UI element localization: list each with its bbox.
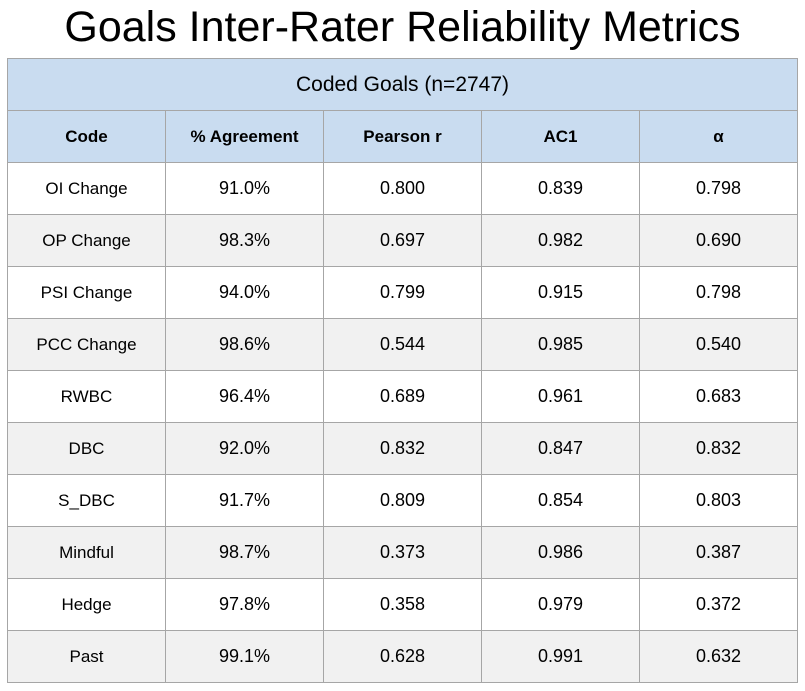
column-header-alpha: α (639, 110, 798, 163)
table-row: Mindful 98.7% 0.373 0.986 0.387 (7, 526, 798, 579)
column-header-ac1: AC1 (481, 110, 640, 163)
cell-alpha: 0.690 (639, 214, 798, 267)
cell-pearson-r: 0.832 (323, 422, 482, 475)
table-header-row: Code % Agreement Pearson r AC1 α (7, 110, 798, 163)
cell-code: PCC Change (7, 318, 166, 371)
cell-agreement: 91.7% (165, 474, 324, 527)
table-row: S_DBC 91.7% 0.809 0.854 0.803 (7, 474, 798, 527)
table-row: PSI Change 94.0% 0.799 0.915 0.798 (7, 266, 798, 319)
table-caption: Coded Goals (n=2747) (7, 58, 798, 111)
cell-code: Mindful (7, 526, 166, 579)
cell-alpha: 0.683 (639, 370, 798, 423)
table-row: Past 99.1% 0.628 0.991 0.632 (7, 630, 798, 683)
table-row: Hedge 97.8% 0.358 0.979 0.372 (7, 578, 798, 631)
cell-alpha: 0.803 (639, 474, 798, 527)
cell-pearson-r: 0.800 (323, 162, 482, 215)
cell-alpha: 0.632 (639, 630, 798, 683)
cell-alpha: 0.372 (639, 578, 798, 631)
cell-alpha: 0.798 (639, 162, 798, 215)
cell-code: OP Change (7, 214, 166, 267)
table-row: RWBC 96.4% 0.689 0.961 0.683 (7, 370, 798, 423)
cell-pearson-r: 0.799 (323, 266, 482, 319)
cell-ac1: 0.986 (481, 526, 640, 579)
cell-code: S_DBC (7, 474, 166, 527)
table-caption-row: Coded Goals (n=2747) (7, 58, 798, 111)
cell-code: Past (7, 630, 166, 683)
cell-ac1: 0.854 (481, 474, 640, 527)
cell-ac1: 0.915 (481, 266, 640, 319)
table-row: OI Change 91.0% 0.800 0.839 0.798 (7, 162, 798, 215)
cell-agreement: 99.1% (165, 630, 324, 683)
cell-code: Hedge (7, 578, 166, 631)
cell-agreement: 98.3% (165, 214, 324, 267)
cell-agreement: 98.6% (165, 318, 324, 371)
cell-alpha: 0.540 (639, 318, 798, 371)
cell-code: OI Change (7, 162, 166, 215)
cell-code: PSI Change (7, 266, 166, 319)
column-header-agreement: % Agreement (165, 110, 324, 163)
cell-pearson-r: 0.373 (323, 526, 482, 579)
cell-agreement: 98.7% (165, 526, 324, 579)
cell-alpha: 0.832 (639, 422, 798, 475)
table-row: DBC 92.0% 0.832 0.847 0.832 (7, 422, 798, 475)
cell-code: RWBC (7, 370, 166, 423)
cell-ac1: 0.979 (481, 578, 640, 631)
column-header-code: Code (7, 110, 166, 163)
cell-pearson-r: 0.697 (323, 214, 482, 267)
cell-agreement: 91.0% (165, 162, 324, 215)
reliability-table: Coded Goals (n=2747) Code % Agreement Pe… (7, 58, 798, 683)
cell-code: DBC (7, 422, 166, 475)
cell-agreement: 97.8% (165, 578, 324, 631)
cell-ac1: 0.982 (481, 214, 640, 267)
cell-pearson-r: 0.358 (323, 578, 482, 631)
cell-agreement: 92.0% (165, 422, 324, 475)
cell-pearson-r: 0.809 (323, 474, 482, 527)
cell-pearson-r: 0.689 (323, 370, 482, 423)
cell-alpha: 0.387 (639, 526, 798, 579)
cell-pearson-r: 0.544 (323, 318, 482, 371)
cell-ac1: 0.991 (481, 630, 640, 683)
page-title: Goals Inter-Rater Reliability Metrics (64, 3, 741, 51)
table-body: OI Change 91.0% 0.800 0.839 0.798 OP Change 98… (7, 162, 798, 683)
table-row: OP Change 98.3% 0.697 0.982 0.690 (7, 214, 798, 267)
column-header-pearson-r: Pearson r (323, 110, 482, 163)
cell-ac1: 0.839 (481, 162, 640, 215)
cell-agreement: 94.0% (165, 266, 324, 319)
cell-alpha: 0.798 (639, 266, 798, 319)
cell-agreement: 96.4% (165, 370, 324, 423)
cell-pearson-r: 0.628 (323, 630, 482, 683)
cell-ac1: 0.847 (481, 422, 640, 475)
cell-ac1: 0.961 (481, 370, 640, 423)
table-row: PCC Change 98.6% 0.544 0.985 0.540 (7, 318, 798, 371)
cell-ac1: 0.985 (481, 318, 640, 371)
